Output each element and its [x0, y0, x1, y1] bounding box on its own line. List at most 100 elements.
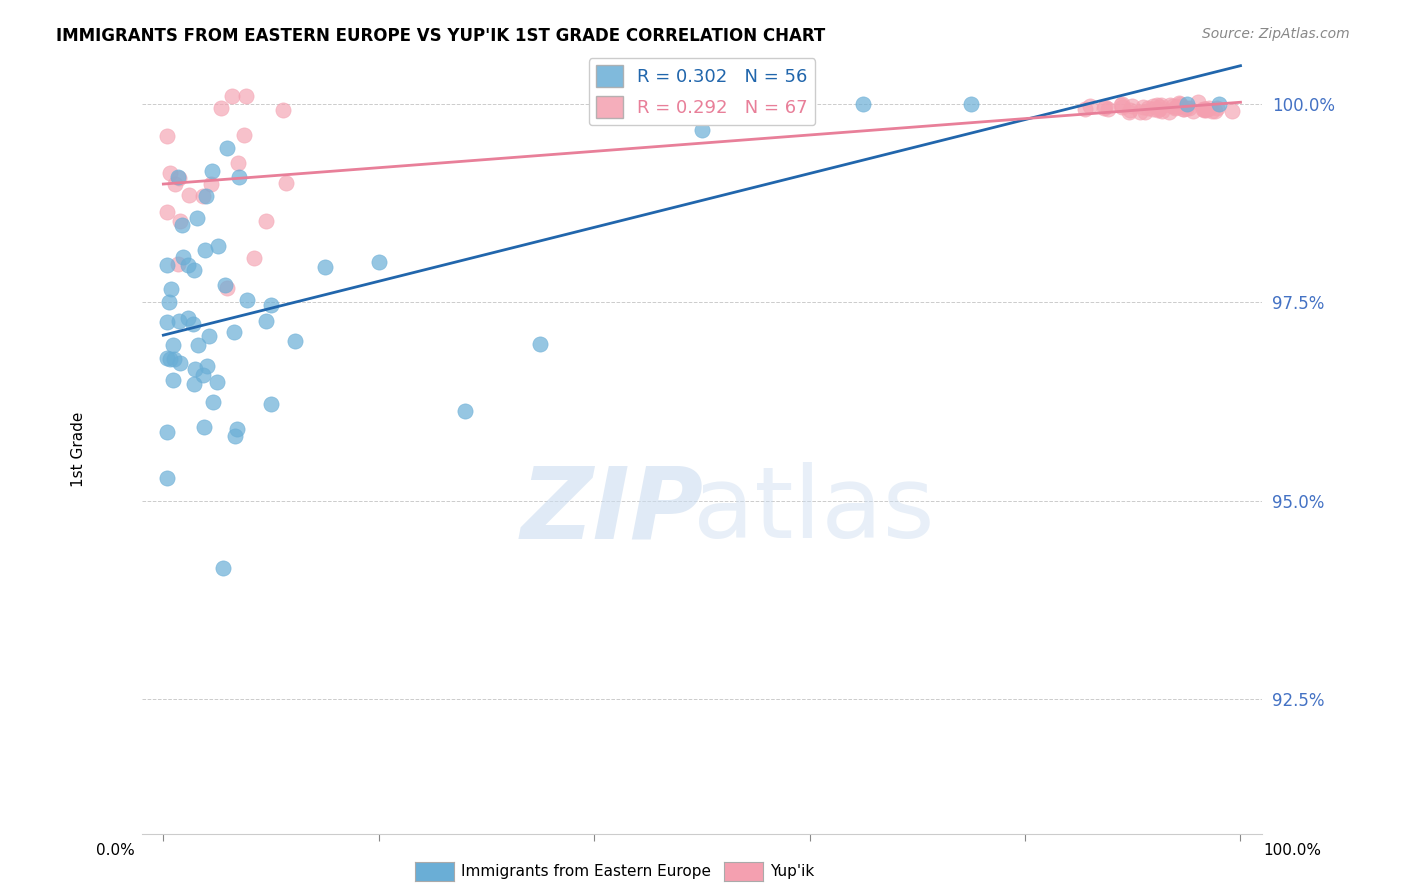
Point — [172, 250, 194, 264]
Point — [1150, 98, 1173, 112]
Y-axis label: 1st Grade: 1st Grade — [72, 411, 86, 487]
Point — [284, 334, 307, 349]
Point — [215, 140, 238, 154]
Point — [271, 103, 294, 118]
Point — [1195, 103, 1218, 117]
Point — [209, 101, 232, 115]
Point — [1078, 99, 1101, 113]
Point — [193, 420, 215, 434]
Point — [852, 97, 875, 112]
Point — [1201, 103, 1223, 118]
Point — [155, 204, 177, 219]
Point — [1119, 103, 1142, 117]
Point — [1129, 104, 1152, 119]
Point — [207, 375, 229, 389]
Point — [1147, 103, 1170, 118]
Point — [1109, 98, 1132, 112]
Point — [159, 166, 181, 180]
Text: 0.0%: 0.0% — [96, 843, 135, 858]
Point — [167, 171, 190, 186]
Point — [1175, 101, 1198, 115]
Point — [1222, 104, 1244, 119]
Point — [163, 177, 186, 191]
Point — [215, 281, 238, 295]
Point — [1159, 98, 1181, 112]
Point — [1192, 103, 1215, 118]
Point — [167, 170, 190, 185]
Point — [690, 123, 713, 137]
Point — [1132, 100, 1154, 114]
Legend: R = 0.302   N = 56, R = 0.292   N = 67: R = 0.302 N = 56, R = 0.292 N = 67 — [589, 58, 815, 126]
Point — [155, 258, 177, 272]
Point — [1161, 99, 1184, 113]
Point — [1149, 103, 1171, 117]
Text: atlas: atlas — [693, 462, 935, 559]
Point — [202, 395, 225, 409]
Point — [195, 359, 218, 373]
Point — [1136, 101, 1159, 115]
Point — [186, 337, 208, 351]
Point — [260, 298, 283, 312]
Point — [222, 325, 245, 339]
Point — [243, 251, 266, 265]
Text: Source: ZipAtlas.com: Source: ZipAtlas.com — [1202, 27, 1350, 41]
Point — [1170, 99, 1192, 113]
Point — [170, 218, 193, 232]
Point — [1118, 104, 1140, 119]
Point — [235, 89, 257, 103]
Point — [1192, 102, 1215, 116]
Point — [1175, 97, 1198, 112]
Point — [155, 471, 177, 485]
Point — [155, 128, 177, 143]
Point — [254, 214, 277, 228]
Point — [207, 239, 229, 253]
Point — [1142, 99, 1164, 113]
Point — [1177, 101, 1199, 115]
Point — [177, 258, 200, 272]
Point — [162, 373, 184, 387]
Point — [1204, 103, 1226, 118]
Point — [1182, 103, 1205, 118]
Point — [1074, 103, 1097, 117]
Point — [232, 128, 254, 142]
Point — [167, 256, 190, 270]
Point — [960, 97, 983, 112]
Point — [156, 425, 179, 439]
Point — [1146, 98, 1168, 112]
Point — [1150, 103, 1173, 118]
Point — [1164, 100, 1187, 114]
Point — [200, 177, 222, 191]
Point — [1111, 97, 1133, 112]
Point — [226, 422, 249, 436]
Point — [201, 163, 224, 178]
Point — [1142, 102, 1164, 116]
Text: 100.0%: 100.0% — [1264, 843, 1322, 858]
Point — [1121, 99, 1143, 113]
Point — [1133, 104, 1156, 119]
Point — [1198, 101, 1220, 115]
Point — [155, 351, 177, 365]
Point — [181, 317, 204, 331]
Point — [367, 255, 389, 269]
Point — [197, 329, 219, 343]
Point — [214, 277, 236, 292]
Point — [1163, 101, 1185, 115]
Point — [256, 314, 278, 328]
Point — [1173, 102, 1195, 116]
Point — [183, 377, 205, 392]
Point — [224, 429, 246, 443]
Point — [1168, 95, 1191, 110]
Point — [1097, 102, 1119, 116]
Point — [212, 561, 235, 575]
Point — [163, 351, 186, 366]
Point — [177, 310, 200, 325]
Point — [183, 262, 205, 277]
Point — [186, 211, 208, 225]
Point — [1194, 103, 1216, 117]
Point — [156, 315, 179, 329]
Text: IMMIGRANTS FROM EASTERN EUROPE VS YUP'IK 1ST GRADE CORRELATION CHART: IMMIGRANTS FROM EASTERN EUROPE VS YUP'IK… — [56, 27, 825, 45]
Point — [1168, 96, 1191, 111]
Point — [1187, 95, 1209, 109]
Point — [194, 244, 217, 258]
Point — [177, 188, 200, 202]
